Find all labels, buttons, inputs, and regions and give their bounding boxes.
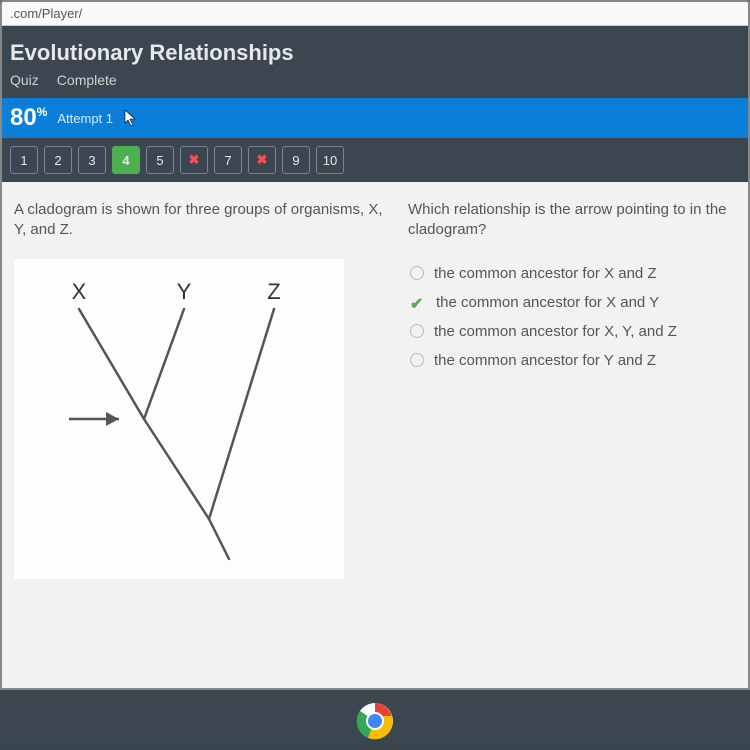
answer-option-3[interactable]: the common ancestor for X, Y, and Z <box>408 317 736 346</box>
attempt-label: Attempt 1 <box>57 111 113 126</box>
cursor-icon <box>123 108 139 128</box>
option-text: the common ancestor for X, Y, and Z <box>434 323 677 340</box>
radio-icon <box>410 353 424 367</box>
right-column: Which relationship is the arrow pointing… <box>408 200 736 684</box>
qnav-item-4[interactable]: 4 <box>112 146 140 174</box>
radio-icon <box>410 266 424 280</box>
qnav-item-10[interactable]: 10 <box>316 146 344 174</box>
answer-options: the common ancestor for X and Z ✔ the comm… <box>408 259 736 375</box>
qnav-item-3[interactable]: 3 <box>78 146 106 174</box>
qnav-item-9[interactable]: 9 <box>282 146 310 174</box>
monitor-frame: .com/Player/ Evolutionary Relationships … <box>0 0 750 690</box>
svg-text:X: X <box>72 279 87 304</box>
qnav-item-7[interactable]: 7 <box>214 146 242 174</box>
cladogram-diagram: X Y Z <box>14 259 344 579</box>
check-icon: ✔ <box>410 294 426 310</box>
answer-option-1[interactable]: the common ancestor for X and Z <box>408 259 736 288</box>
page-title: Evolutionary Relationships <box>10 40 740 66</box>
svg-text:Z: Z <box>267 279 280 304</box>
content-area: A cladogram is shown for three groups of… <box>2 182 748 690</box>
qnav-item-1[interactable]: 1 <box>10 146 38 174</box>
left-prompt: A cladogram is shown for three groups of… <box>14 200 384 241</box>
chrome-icon[interactable] <box>355 701 395 741</box>
tab-complete[interactable]: Complete <box>57 72 117 88</box>
answer-option-2[interactable]: ✔ the common ancestor for X and Y <box>408 288 736 317</box>
qnav-item-2[interactable]: 2 <box>44 146 72 174</box>
taskbar-dock <box>355 701 395 746</box>
answer-option-4[interactable]: the common ancestor for Y and Z <box>408 346 736 375</box>
question-nav: 12345✖7✖910 <box>2 138 748 182</box>
qnav-item-8[interactable]: ✖ <box>248 146 276 174</box>
left-column: A cladogram is shown for three groups of… <box>14 200 384 684</box>
url-bar[interactable]: .com/Player/ <box>2 2 748 26</box>
qnav-item-5[interactable]: 5 <box>146 146 174 174</box>
option-text: the common ancestor for X and Y <box>436 294 659 311</box>
score-percent: 80% <box>10 104 47 132</box>
radio-icon <box>410 324 424 338</box>
option-text: the common ancestor for X and Z <box>434 265 657 282</box>
score-bar: 80% Attempt 1 <box>2 98 748 138</box>
option-text: the common ancestor for Y and Z <box>434 352 656 369</box>
tab-quiz[interactable]: Quiz <box>10 72 39 88</box>
svg-text:Y: Y <box>177 279 192 304</box>
app-header: Evolutionary Relationships Quiz Complete <box>2 26 748 98</box>
right-prompt: Which relationship is the arrow pointing… <box>408 200 736 241</box>
qnav-item-6[interactable]: ✖ <box>180 146 208 174</box>
